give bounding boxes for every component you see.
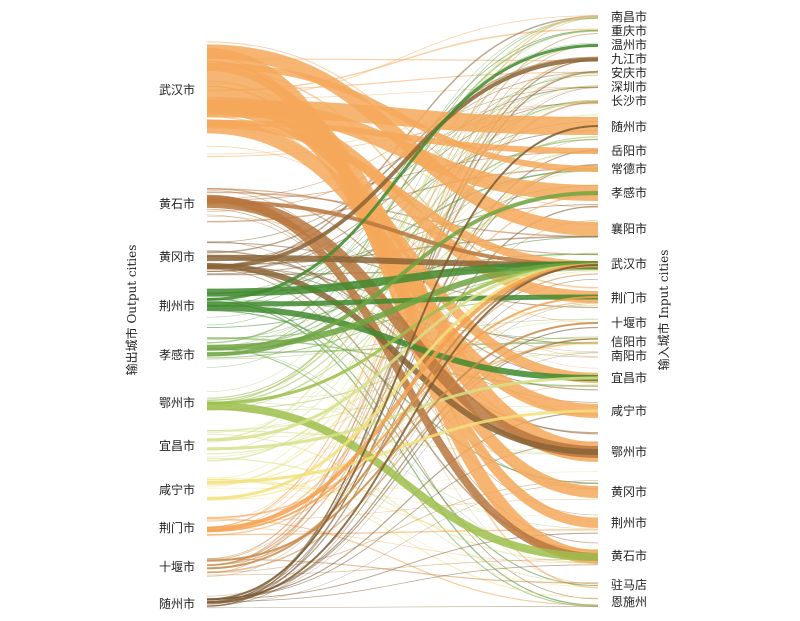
major-flow-4-10 xyxy=(206,191,599,357)
major-flow-5-12 xyxy=(206,263,599,405)
target-label-2: 温州市 xyxy=(611,37,647,52)
target-label-8: 岳阳市 xyxy=(611,143,647,158)
source-label-7: 咸宁市 xyxy=(159,482,195,497)
flow-8-22 xyxy=(206,527,599,564)
major-flow-2-19 xyxy=(206,263,599,455)
flow-4-1 xyxy=(206,30,599,344)
major-flow-0-11 xyxy=(206,44,599,236)
flow-10-19 xyxy=(206,441,599,600)
source-label-8: 荆门市 xyxy=(159,520,195,535)
source-label-3: 荆州市 xyxy=(159,298,195,313)
major-flow-2-3 xyxy=(206,57,599,270)
flow-7-21 xyxy=(206,481,599,518)
source-label-9: 十堰市 xyxy=(159,559,195,574)
source-label-4: 孝感市 xyxy=(159,347,195,362)
flow-9-15 xyxy=(206,338,599,573)
flow-6-23 xyxy=(206,433,599,584)
source-label-1: 黄石市 xyxy=(159,196,195,211)
major-flow-9-12 xyxy=(206,264,599,570)
source-label-2: 黄冈市 xyxy=(159,249,195,264)
source-label-5: 鄂州市 xyxy=(159,395,195,410)
flow-4-15 xyxy=(206,341,599,354)
flow-10-24 xyxy=(206,605,599,609)
flow-3-24 xyxy=(206,300,599,606)
flow-1-12 xyxy=(206,188,599,256)
target-label-9: 常德市 xyxy=(611,161,647,176)
flow-6-18 xyxy=(206,410,599,439)
target-label-24: 恩施州 xyxy=(611,595,647,609)
major-flow-6-12 xyxy=(206,263,599,442)
major-flow-0-9 xyxy=(206,62,599,172)
major-flow-8-13 xyxy=(206,296,599,533)
major-flow-1-22 xyxy=(206,194,599,561)
target-label-10: 孝感市 xyxy=(611,185,647,200)
flow-8-24 xyxy=(206,518,599,606)
major-flow-3-13 xyxy=(206,294,599,307)
flow-9-20 xyxy=(206,480,599,574)
major-flow-3-2 xyxy=(206,44,599,301)
target-label-12: 武汉市 xyxy=(611,256,647,271)
flow-1-11 xyxy=(206,191,599,238)
flow-0-6 xyxy=(206,103,599,155)
target-label-21: 荆州市 xyxy=(611,515,647,530)
target-label-18: 咸宁市 xyxy=(611,403,647,418)
major-flow-4-12 xyxy=(206,262,599,351)
target-label-5: 深圳市 xyxy=(611,79,647,94)
flow-10-10 xyxy=(206,205,599,603)
major-flow-9-14 xyxy=(206,322,599,562)
target-label-22: 黄石市 xyxy=(611,548,647,563)
major-flow-10-7 xyxy=(206,125,599,601)
flow-10-13 xyxy=(206,303,599,597)
source-label-0: 武汉市 xyxy=(159,82,195,97)
target-label-23: 驻马店 xyxy=(611,577,647,592)
target-label-7: 随州市 xyxy=(611,119,647,134)
flow-10-20 xyxy=(206,483,599,604)
target-label-17: 宜昌市 xyxy=(611,370,647,385)
flow-6-16 xyxy=(206,351,599,432)
target-label-20: 黄冈市 xyxy=(611,484,647,499)
flow-9-23 xyxy=(206,558,599,584)
target-labels: 南昌市重庆市温州市九江市安庆市深圳市长沙市随州市岳阳市常德市孝感市襄阳市武汉市荆… xyxy=(611,9,647,609)
target-label-4: 安庆市 xyxy=(611,65,647,80)
target-label-19: 鄂州市 xyxy=(611,444,647,459)
flow-6-22 xyxy=(206,457,599,564)
source-label-10: 随州市 xyxy=(159,596,195,611)
target-label-14: 十堰市 xyxy=(611,315,647,330)
target-label-15: 信阳市 xyxy=(611,334,647,349)
major-flow-5-22 xyxy=(206,401,599,561)
source-label-6: 宜昌市 xyxy=(159,438,195,453)
target-label-0: 南昌市 xyxy=(611,9,647,24)
major-flow-3-17 xyxy=(206,304,599,381)
major-flow-10-12 xyxy=(206,264,599,604)
flow-5-1 xyxy=(206,30,599,392)
major-flow-8-12 xyxy=(206,263,599,531)
flow-5-19 xyxy=(206,401,599,455)
flows-layer xyxy=(206,14,599,609)
target-label-13: 荆门市 xyxy=(611,290,647,305)
target-label-1: 重庆市 xyxy=(611,23,647,38)
left-axis-title: 输出城市 Output cities xyxy=(124,245,139,376)
right-axis-title: 输入城市 Input cities xyxy=(656,250,671,371)
flow-9-22 xyxy=(206,559,599,576)
flow-10-22 xyxy=(206,564,599,603)
target-label-6: 长沙市 xyxy=(611,93,647,108)
major-flow-7-18 xyxy=(206,409,599,484)
target-label-3: 九江市 xyxy=(611,51,647,66)
major-flow-0-19 xyxy=(206,66,599,462)
target-label-11: 襄阳市 xyxy=(611,221,647,236)
target-label-16: 南阳市 xyxy=(611,348,647,363)
